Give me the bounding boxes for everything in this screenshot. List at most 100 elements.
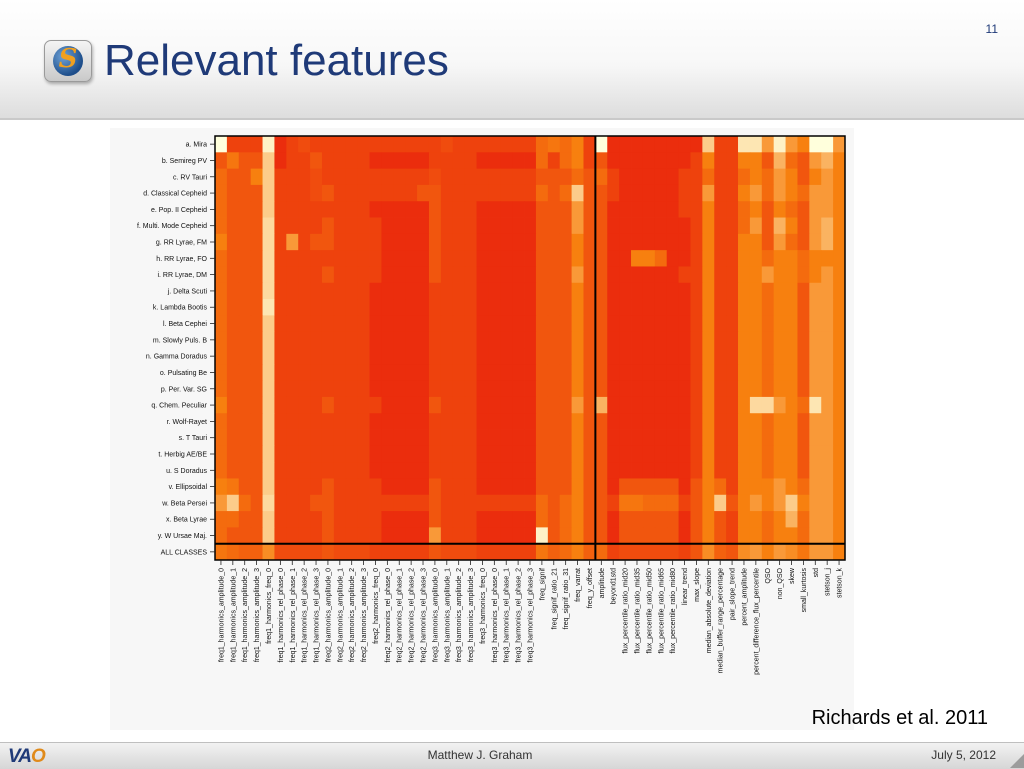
heatmap-cell <box>595 527 608 545</box>
heatmap-cell <box>761 494 775 512</box>
heatmap-cell <box>500 152 513 170</box>
heatmap-cell <box>821 184 834 202</box>
heatmap-cell <box>678 233 691 251</box>
heatmap-cell <box>524 331 537 349</box>
heatmap-cell <box>571 348 584 365</box>
heatmap-cell <box>726 152 739 170</box>
heatmap-cell <box>749 266 763 284</box>
heatmap-cell <box>809 364 822 382</box>
heatmap-cell <box>524 299 537 316</box>
heatmap-cell <box>226 380 240 398</box>
heatmap-cell <box>773 168 786 186</box>
heatmap-cell <box>714 380 727 398</box>
heatmap-cell <box>702 168 715 186</box>
heatmap-cell <box>595 152 608 170</box>
heatmap-cell <box>321 299 335 316</box>
heatmap-cell <box>785 380 798 398</box>
heatmap-cell <box>262 233 275 251</box>
heatmap-cell <box>654 511 668 528</box>
heatmap-cell <box>726 543 739 561</box>
heatmap-cell <box>785 478 798 496</box>
heatmap-cell <box>678 527 691 545</box>
heatmap-cell <box>749 201 763 218</box>
heatmap-cell <box>821 494 834 512</box>
heatmap-cell <box>631 364 644 382</box>
heatmap-cell <box>749 299 763 316</box>
heatmap-cell <box>274 462 287 479</box>
heatmap-cell <box>702 315 715 333</box>
heatmap-cell <box>333 396 347 414</box>
heatmap-cell <box>524 413 537 430</box>
heatmap-cell <box>654 233 668 251</box>
heatmap-cell <box>393 266 406 284</box>
heatmap-cell <box>821 543 834 561</box>
heatmap-cell <box>821 266 834 284</box>
heatmap-cell <box>321 429 335 447</box>
heatmap-cell <box>773 445 786 463</box>
heatmap-cell <box>726 494 739 512</box>
heatmap-cell <box>357 462 370 479</box>
heatmap-cell <box>428 266 442 284</box>
heatmap-cell <box>357 250 370 267</box>
heatmap-cell <box>274 543 287 561</box>
heatmap-cell <box>393 184 406 202</box>
heatmap-cell <box>833 511 846 528</box>
heatmap-cell <box>785 184 798 202</box>
heatmap-cell <box>405 136 418 153</box>
heatmap-cell <box>226 136 240 153</box>
heatmap-cell <box>417 527 430 545</box>
heatmap-cell <box>250 511 263 528</box>
heatmap-cell <box>226 184 240 202</box>
heatmap-cell <box>749 184 763 202</box>
heatmap-cell <box>642 201 656 218</box>
heatmap-cell <box>619 250 632 267</box>
heatmap-cell <box>631 201 644 218</box>
heatmap-cell <box>215 184 228 202</box>
heatmap-cell <box>654 201 668 218</box>
x-tick-label: amplitude <box>599 568 606 598</box>
y-tick-label: d. Classical Cepheid <box>143 191 207 198</box>
heatmap-cell <box>524 152 537 170</box>
heatmap-cell <box>440 396 454 414</box>
heatmap-cell <box>476 217 489 235</box>
heatmap-cell <box>381 152 394 170</box>
heatmap-cell <box>583 543 596 561</box>
heatmap-cell <box>215 299 228 316</box>
heatmap-cell <box>476 315 489 333</box>
heatmap-cell <box>524 233 537 251</box>
heatmap-cell <box>726 413 739 430</box>
heatmap-cell <box>298 478 311 496</box>
heatmap-cell <box>405 282 418 300</box>
heatmap-cell <box>488 184 501 202</box>
heatmap-cell <box>559 168 573 186</box>
heatmap-cell <box>369 136 382 153</box>
heatmap-cell <box>619 543 632 561</box>
heatmap-cell <box>238 152 252 170</box>
heatmap-cell <box>821 445 834 463</box>
heatmap-cell <box>797 413 810 430</box>
heatmap-cell <box>654 331 668 349</box>
heatmap-cell <box>559 429 573 447</box>
heatmap-cell <box>726 445 739 463</box>
heatmap-cell <box>226 282 240 300</box>
heatmap-cell <box>821 217 834 235</box>
heatmap-cell <box>773 462 786 479</box>
heatmap-cell <box>773 364 786 382</box>
slide-footer: VAO Matthew J. Graham July 5, 2012 <box>0 742 1024 769</box>
heatmap-cell <box>619 331 632 349</box>
heatmap-cell <box>298 168 311 186</box>
heatmap-cell <box>333 429 347 447</box>
heatmap-cell <box>702 511 715 528</box>
heatmap-cell <box>809 217 822 235</box>
x-tick-label: median_absolute_deviation <box>706 568 713 653</box>
heatmap-cell <box>761 250 775 267</box>
heatmap-cell <box>428 331 442 349</box>
heatmap-cell <box>821 462 834 479</box>
heatmap-cell <box>726 184 739 202</box>
heatmap-cell <box>595 429 608 447</box>
heatmap-cell <box>738 250 751 267</box>
heatmap-cell <box>833 364 846 382</box>
heatmap-cell <box>607 233 620 251</box>
x-tick-label: freq2_harmonics_amplitude_2 <box>349 568 356 662</box>
heatmap-cell <box>738 282 751 300</box>
